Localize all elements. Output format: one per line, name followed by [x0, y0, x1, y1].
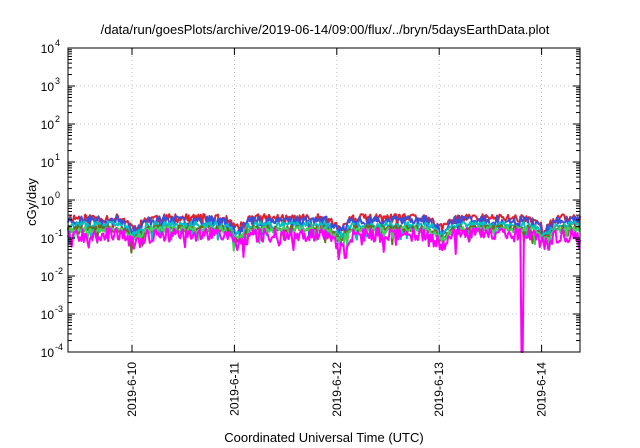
y-tick-label: 10 — [41, 308, 55, 322]
y-tick-label: 10 — [41, 42, 55, 56]
data-series — [67, 213, 581, 353]
series-line — [67, 214, 581, 242]
x-tick-label: 2019-6-13 — [432, 362, 446, 417]
x-tick-label: 2019-6-11 — [227, 362, 241, 416]
y-tick-exponent: -1 — [55, 228, 63, 238]
x-axis-ticks: 2019-6-10 2019-6-11 2019-6-12 2019-6-13 2019… — [125, 48, 549, 417]
y-tick-exponent: -3 — [55, 304, 63, 314]
y-axis-label: cGy/day — [24, 178, 39, 226]
y-tick-label: 10 — [41, 194, 55, 208]
y-tick-exponent: 0 — [55, 190, 60, 200]
y-tick-label: 10 — [41, 80, 55, 94]
y-tick-exponent: -4 — [55, 342, 63, 352]
y-tick-exponent: 4 — [55, 38, 60, 48]
grid-lines — [68, 48, 580, 352]
y-tick-label: 10 — [41, 346, 55, 360]
y-tick-exponent: 2 — [55, 114, 60, 124]
y-tick-label: 10 — [41, 232, 55, 246]
x-tick-label: 2019-6-12 — [330, 362, 344, 417]
x-tick-label: 2019-6-14 — [535, 362, 549, 417]
x-tick-label: 2019-6-10 — [125, 362, 139, 417]
y-tick-exponent: 3 — [55, 76, 60, 86]
y-tick-label: 10 — [41, 156, 55, 170]
y-tick-exponent: 1 — [55, 152, 60, 162]
series-line — [67, 227, 581, 353]
chart-title: /data/run/goesPlots/archive/2019-06-14/0… — [101, 22, 550, 37]
y-tick-label: 10 — [41, 118, 55, 132]
y-tick-label: 10 — [41, 270, 55, 284]
series-line — [67, 225, 581, 252]
y-tick-exponent: -2 — [55, 266, 63, 276]
x-axis-label: Coordinated Universal Time (UTC) — [224, 430, 423, 445]
